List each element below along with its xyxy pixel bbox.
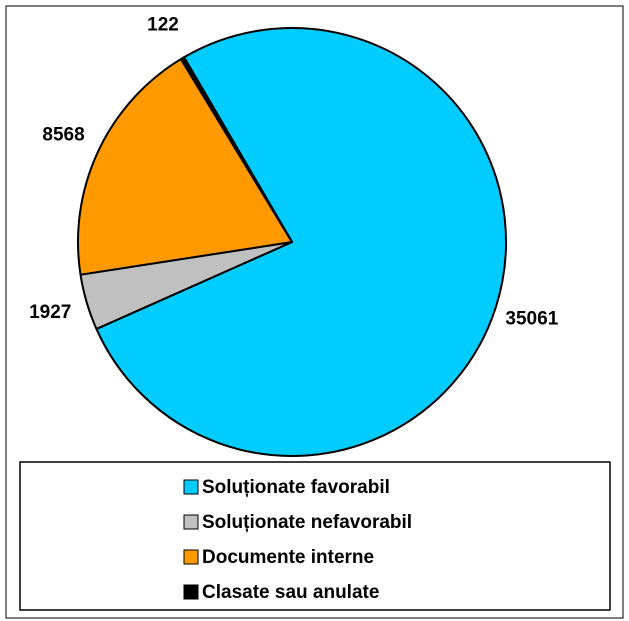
legend-swatch bbox=[183, 584, 199, 600]
legend-label: Soluționate nefavorabil bbox=[202, 512, 412, 533]
data-label: 8568 bbox=[42, 125, 84, 146]
legend-swatch bbox=[183, 549, 199, 565]
legend-box bbox=[19, 461, 611, 611]
legend-label: Documente interne bbox=[202, 547, 374, 568]
data-label: 122 bbox=[147, 15, 179, 36]
pie-slice bbox=[95, 27, 507, 457]
legend-swatch bbox=[183, 479, 199, 495]
data-label: 1927 bbox=[29, 302, 71, 323]
legend-label: Soluționate favorabil bbox=[202, 477, 390, 498]
pie-slice bbox=[77, 58, 293, 276]
pie-slice bbox=[179, 56, 293, 243]
legend-label: Clasate sau anulate bbox=[202, 582, 379, 603]
legend-swatch bbox=[183, 514, 199, 530]
data-label: 35061 bbox=[505, 308, 558, 329]
